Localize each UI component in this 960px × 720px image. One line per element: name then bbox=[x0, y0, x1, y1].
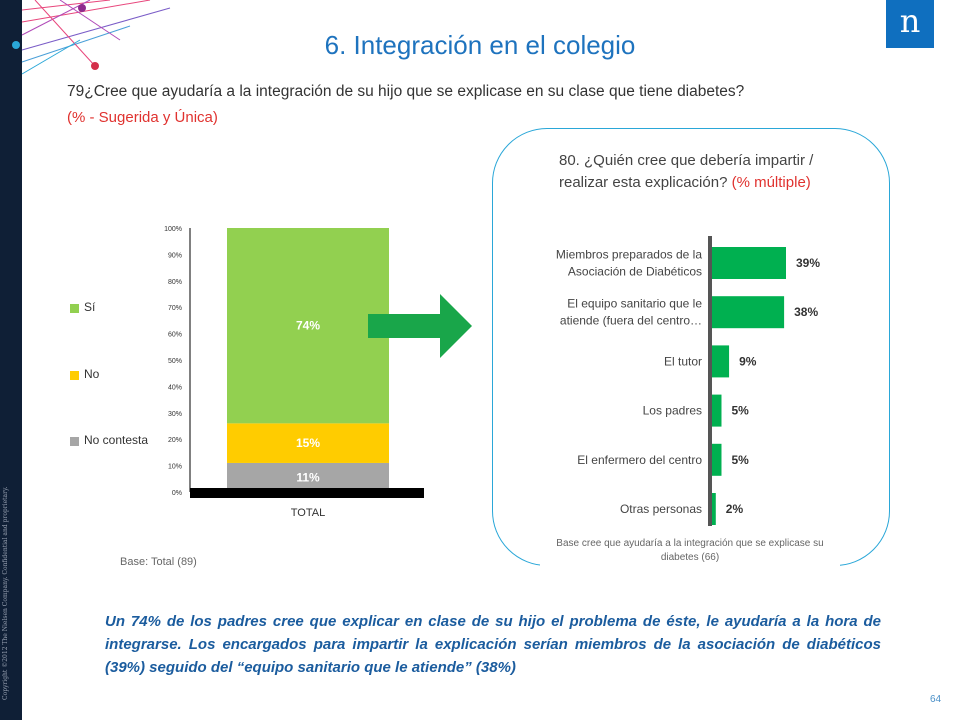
data-label: 5% bbox=[731, 404, 749, 418]
bar-segment-no bbox=[227, 423, 389, 463]
legend-label-si: Sí bbox=[84, 300, 96, 314]
base-right-note: Base cree que ayudaría a la integración … bbox=[556, 538, 824, 563]
data-label: 11% bbox=[296, 470, 320, 484]
y-tick-label: 70% bbox=[168, 305, 182, 312]
bar bbox=[712, 394, 722, 427]
decor-dot-red bbox=[91, 62, 99, 70]
category-axis bbox=[708, 236, 712, 526]
data-label: 39% bbox=[796, 256, 820, 270]
y-tick-label: 30% bbox=[168, 411, 182, 418]
data-label: 2% bbox=[726, 502, 744, 516]
data-label: 38% bbox=[794, 305, 818, 319]
category-label: El enfermero del centro bbox=[577, 453, 702, 467]
y-tick-label: 100% bbox=[164, 226, 182, 233]
bar-segment-si bbox=[227, 228, 389, 424]
data-label: 5% bbox=[731, 453, 749, 467]
question-79-note: (% - Sugerida y Única) bbox=[67, 109, 218, 126]
bar bbox=[712, 247, 786, 279]
legend-swatch-no bbox=[70, 371, 79, 380]
legend-swatch-si bbox=[70, 304, 79, 313]
legend-label-no: No bbox=[84, 367, 100, 381]
decor-dot-blue bbox=[12, 41, 20, 49]
category-label: Los padres bbox=[643, 404, 702, 418]
decor-dot-purple bbox=[78, 4, 86, 12]
category-label: Otras personas bbox=[620, 502, 702, 516]
right-arrow-icon bbox=[368, 294, 472, 358]
nielsen-logo: n bbox=[886, 0, 934, 48]
copyright-text: Copyright ©2012 The Nielsen Company. Con… bbox=[2, 486, 9, 700]
page-number: 64 bbox=[930, 694, 942, 705]
question-79-text: 79¿Cree que ayudaría a la integración de… bbox=[67, 83, 745, 100]
category-label: El tutor bbox=[664, 354, 702, 368]
data-label: 15% bbox=[296, 436, 320, 450]
question-80-title: 80. ¿Quién cree que debería impartir / r… bbox=[559, 150, 859, 194]
legend-label-no-contesta: No contesta bbox=[84, 433, 149, 447]
bar bbox=[712, 493, 716, 525]
bar bbox=[712, 296, 785, 329]
y-tick-label: 80% bbox=[168, 279, 182, 286]
question-80-note: (% múltiple) bbox=[731, 174, 811, 191]
legend-swatch-no-contesta bbox=[70, 437, 79, 446]
left-brand-bar bbox=[0, 0, 22, 720]
y-tick-label: 60% bbox=[168, 332, 182, 339]
base-left-note: Base: Total (89) bbox=[120, 556, 197, 568]
summary-text: Un 74% de los padres cree que explicar e… bbox=[105, 613, 881, 676]
x-category-label: TOTAL bbox=[291, 507, 325, 519]
data-label: 74% bbox=[296, 319, 320, 333]
decorative-lines-graphic bbox=[12, 0, 171, 75]
page-title: 6. Integración en el colegio bbox=[324, 30, 636, 60]
category-label: Miembros preparados de la Asociación de D… bbox=[556, 248, 702, 279]
y-tick-label: 10% bbox=[168, 464, 182, 471]
horizontal-bar-chart: 39% Miembros preparados de la Asociación d… bbox=[556, 236, 820, 526]
category-label: El equipo sanitario que le atiende (fuera… bbox=[560, 297, 702, 328]
bar bbox=[712, 345, 730, 378]
data-label: 9% bbox=[739, 354, 757, 368]
y-tick-label: 40% bbox=[168, 384, 182, 391]
y-tick-label: 0% bbox=[172, 490, 182, 497]
bar-segment-no-contesta bbox=[227, 462, 389, 492]
bar bbox=[712, 443, 722, 476]
x-axis-base bbox=[190, 488, 424, 498]
stacked-bar-chart: 0% 10% 20% 30% 40% 50% 60% 70% 80% 90% 100% 11% 15% 7… bbox=[164, 226, 424, 519]
y-tick-label: 20% bbox=[168, 437, 182, 444]
y-tick-label: 50% bbox=[168, 358, 182, 365]
question-80-text: 80. ¿Quién cree que debería impartir / r… bbox=[559, 152, 814, 191]
y-tick-label: 90% bbox=[168, 252, 182, 259]
